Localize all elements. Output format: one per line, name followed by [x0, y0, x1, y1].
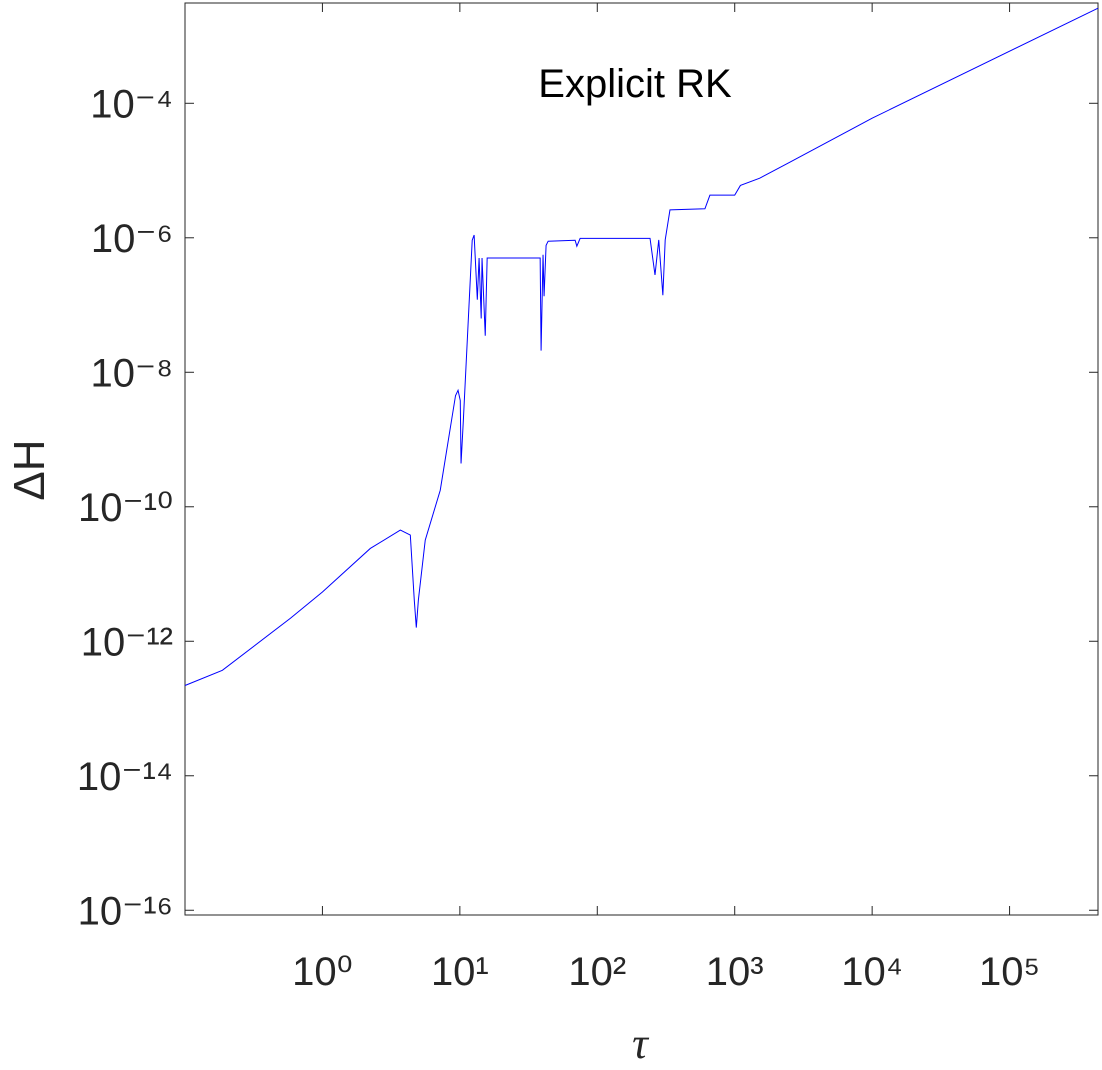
x-tick-label: 10⁵: [979, 950, 1040, 994]
x-tick-label: 10²: [568, 950, 626, 994]
y-tick-label: 10⁻¹²: [81, 620, 173, 664]
x-axis-label: τ: [632, 1019, 650, 1065]
y-axis-label: ΔH: [5, 439, 54, 500]
chart-title: Explicit RK: [538, 62, 732, 106]
y-tick-label: 10⁻⁴: [90, 82, 173, 126]
y-tick-label: 10⁻¹⁰: [78, 486, 173, 530]
y-tick-label: 10⁻¹⁶: [78, 889, 173, 933]
x-tick-label: 10¹: [431, 950, 489, 994]
y-tick-label: 10⁻⁶: [91, 217, 173, 261]
x-tick-label: 10⁰: [292, 950, 353, 994]
x-tick-label: 10⁴: [841, 950, 903, 994]
x-tick-label: 10³: [706, 950, 764, 994]
y-tick-label: 10⁻¹⁴: [77, 755, 173, 799]
data-line: [184, 7, 1099, 686]
axes-box: [184, 2, 1099, 916]
y-tick-label: 10⁻⁸: [91, 351, 173, 395]
